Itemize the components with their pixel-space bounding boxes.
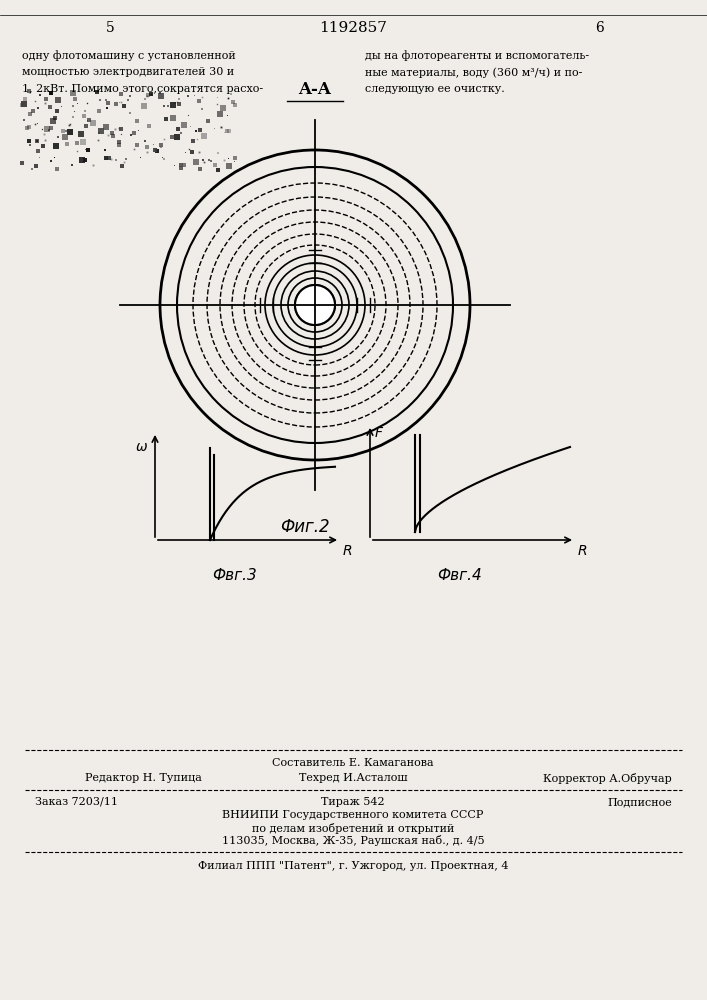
Text: Техред И.Асталош: Техред И.Асталош [298, 773, 407, 783]
Text: мощностью электродвигателей 30 и: мощностью электродвигателей 30 и [22, 67, 234, 77]
Text: 6: 6 [595, 21, 604, 35]
Text: ные материалы, воду (360 м³/ч) и по-: ные материалы, воду (360 м³/ч) и по- [365, 67, 583, 78]
Text: Фиг.2: Фиг.2 [280, 518, 329, 536]
Text: Редактор Н. Тупица: Редактор Н. Тупица [85, 773, 202, 783]
Circle shape [295, 285, 335, 325]
Text: одну флотомашину с установленной: одну флотомашину с установленной [22, 50, 235, 61]
Text: ω: ω [135, 440, 147, 454]
Text: 1192857: 1192857 [319, 21, 387, 35]
Text: Фвг.4: Фвг.4 [438, 568, 482, 583]
Text: ды на флотореагенты и вспомогатель-: ды на флотореагенты и вспомогатель- [365, 50, 589, 61]
Text: F: F [375, 426, 383, 440]
Text: Заказ 7203/11: Заказ 7203/11 [35, 797, 118, 807]
Text: Подписное: Подписное [607, 797, 672, 807]
Text: по делам изобретений и открытий: по делам изобретений и открытий [252, 822, 454, 834]
Text: ВНИИПИ Государственного комитета СССР: ВНИИПИ Государственного комитета СССР [222, 810, 484, 820]
Text: следующую ее очистку.: следующую ее очистку. [365, 84, 505, 94]
Text: Филиал ППП "Патент", г. Ужгород, ул. Проектная, 4: Филиал ППП "Патент", г. Ужгород, ул. Про… [198, 861, 508, 871]
Text: 113035, Москва, Ж-35, Раушская наб., д. 4/5: 113035, Москва, Ж-35, Раушская наб., д. … [222, 836, 484, 846]
Text: 5: 5 [105, 21, 115, 35]
Text: Корректор А.Обручар: Корректор А.Обручар [543, 772, 672, 784]
Text: Фвг.3: Фвг.3 [213, 568, 257, 583]
Text: 1, 2кВт. Помимо этого,сократятся расхо-: 1, 2кВт. Помимо этого,сократятся расхо- [22, 84, 263, 94]
Text: Составитель Е. Камаганова: Составитель Е. Камаганова [272, 758, 434, 768]
Text: R: R [578, 544, 588, 558]
Text: A-A: A-A [298, 81, 332, 98]
Text: Тираж 542: Тираж 542 [321, 797, 385, 807]
Text: R: R [343, 544, 353, 558]
